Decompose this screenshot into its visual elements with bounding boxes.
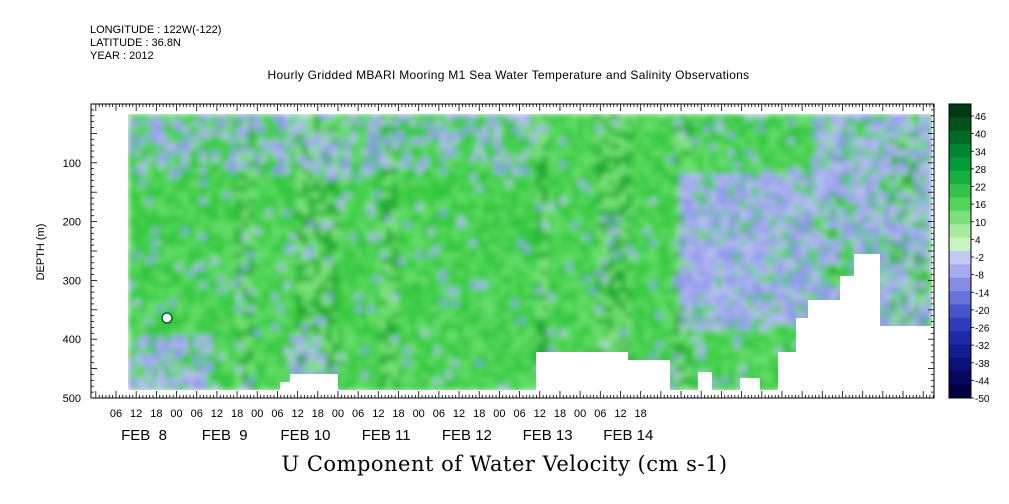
x-day-label: FEB 9 [202, 427, 248, 444]
colorbar-label: 46 [975, 112, 987, 123]
x-tick-label: 12 [453, 408, 465, 420]
colorbar-label: 22 [975, 183, 987, 194]
colorbar-label: -20 [975, 306, 990, 317]
colorbar-label: 34 [975, 147, 987, 158]
y-axis-labels: 100 200 300 400 500 [63, 158, 81, 405]
colorbar-label: -44 [975, 376, 990, 387]
colorbar-swatch [949, 264, 971, 279]
colorbar-label: 16 [975, 200, 987, 211]
longitude-label: LONGITUDE : 122W(-122) [90, 24, 222, 36]
latitude-label: LATITUDE : 36.8N [90, 37, 181, 49]
colorbar-label: -38 [975, 359, 990, 370]
x-tick-label: 06 [594, 408, 606, 420]
colorbar-label: 10 [975, 218, 987, 229]
x-tick-label: 06 [271, 408, 283, 420]
x-tick-label: 12 [372, 408, 384, 420]
x-tick-label: 12 [614, 408, 626, 420]
colorbar-label: 4 [975, 235, 981, 246]
x-day-label: FEB 13 [523, 427, 573, 444]
plot-area [91, 104, 934, 398]
colorbar: 46 40 34 28 22 16 10 4 -2 -8 -14 -20 -26 -32 -38 -44 -50 [948, 103, 990, 405]
colorbar-swatch [949, 317, 971, 332]
colorbar-swatch [949, 331, 971, 346]
x-tick-label: 18 [392, 408, 404, 420]
x-axis-title: U Component of Water Velocity (cm s-1) [281, 452, 728, 476]
x-tick-label: 06 [191, 408, 203, 420]
x-tick-label: 12 [291, 408, 303, 420]
x-tick-label: 00 [251, 408, 263, 420]
x-tick-label: 18 [554, 408, 566, 420]
colorbar-swatch [949, 144, 971, 158]
x-tick-label: 06 [110, 408, 122, 420]
colorbar-swatch [949, 184, 971, 199]
colorbar-label: -14 [975, 288, 990, 299]
colorbar-swatch [949, 104, 971, 118]
colorbar-label: -2 [975, 253, 984, 264]
x-tick-label: 06 [352, 408, 364, 420]
x-tick-label: 18 [312, 408, 324, 420]
x-tick-label: 18 [635, 408, 647, 420]
y-tick-label: 400 [63, 334, 81, 346]
colorbar-label: -50 [975, 394, 990, 405]
x-tick-label: 18 [473, 408, 485, 420]
x-tick-label: 12 [130, 408, 142, 420]
colorbar-swatch [949, 117, 971, 132]
y-tick-label: 300 [63, 275, 81, 287]
colorbar-swatch [949, 384, 971, 399]
x-tick-label: 06 [433, 408, 445, 420]
x-tick-label: 00 [170, 408, 182, 420]
x-tick-label: 00 [574, 408, 586, 420]
x-tick-label: 18 [150, 408, 162, 420]
colorbar-swatch [949, 304, 971, 319]
axes [90, 103, 935, 399]
x-axis-labels: 06 12 18 00 06 12 18 00 06 12 18 00 06 12 18 00 06 12 18 00… [110, 408, 653, 444]
x-day-label: FEB 14 [603, 427, 653, 444]
colorbar-swatch [949, 170, 971, 185]
x-tick-label: 06 [513, 408, 525, 420]
colorbar-swatch [949, 197, 971, 212]
colorbar-swatch [949, 224, 971, 239]
colorbar-swatch [949, 210, 971, 225]
colorbar-swatch [949, 157, 971, 172]
colorbar-swatch [949, 291, 971, 305]
y-tick-label: 500 [63, 393, 81, 405]
x-day-label: FEB 12 [442, 427, 492, 444]
x-tick-label: 12 [211, 408, 223, 420]
colorbar-swatch [949, 357, 971, 372]
x-tick-label: 00 [332, 408, 344, 420]
x-day-label: FEB 8 [121, 427, 167, 444]
x-tick-label: 00 [413, 408, 425, 420]
x-tick-label: 12 [534, 408, 546, 420]
colorbar-label: -8 [975, 271, 984, 282]
x-tick-label: 18 [231, 408, 243, 420]
colorbar-swatch [949, 344, 971, 359]
metadata-block: LONGITUDE : 122W(-122) LATITUDE : 36.8N … [90, 24, 221, 63]
colorbar-swatch [949, 251, 971, 265]
x-tick-label: 00 [493, 408, 505, 420]
year-label: YEAR : 2012 [90, 50, 154, 62]
chart-title: Hourly Gridded MBARI Mooring M1 Sea Wate… [267, 68, 750, 82]
colorbar-label: -32 [975, 341, 990, 352]
colorbar-swatch [949, 130, 971, 145]
y-tick-label: 100 [63, 158, 81, 170]
colorbar-label: -26 [975, 324, 990, 335]
y-axis-title: DEPTH (m) [35, 224, 47, 281]
x-day-label: FEB 11 [362, 427, 411, 444]
colorbar-label: 40 [975, 130, 987, 141]
colorbar-label: 28 [975, 165, 987, 176]
colorbar-swatch [949, 277, 971, 292]
colorbar-swatch [949, 237, 971, 252]
x-day-label: FEB 10 [280, 427, 330, 444]
colorbar-swatch [949, 371, 971, 386]
y-tick-label: 200 [63, 217, 81, 229]
